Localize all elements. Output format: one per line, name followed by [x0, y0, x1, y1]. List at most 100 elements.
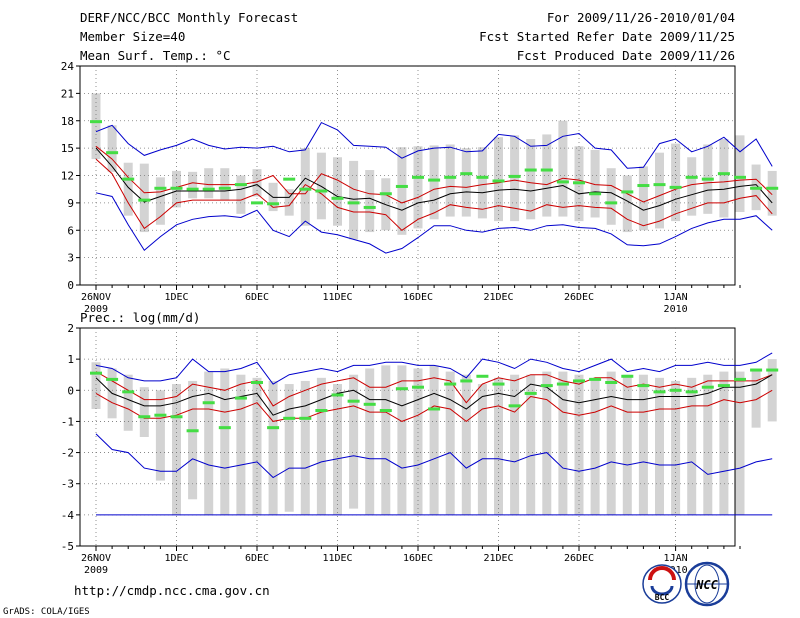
temperature-median-marker — [524, 168, 537, 172]
precipitation-median-marker — [218, 426, 231, 430]
temperature-median-marker — [267, 202, 280, 206]
temperature-series-max — [95, 121, 773, 169]
precipitation-median-marker — [412, 385, 424, 389]
temperature-spread-box — [236, 175, 246, 214]
precipitation-ytick-label: 1 — [67, 353, 74, 366]
precipitation-median-marker — [540, 384, 553, 388]
precipitation-median-marker — [299, 416, 312, 420]
precipitation-series-p10 — [95, 389, 773, 423]
precipitation-xtick-label: 16DEC — [403, 553, 433, 564]
precipitation-median-marker — [605, 381, 618, 384]
ncc-logo: NCC — [684, 561, 730, 607]
precipitation-median-marker — [653, 390, 666, 394]
precipitation-series-p90 — [95, 371, 773, 407]
temperature-series-min — [95, 192, 773, 254]
temperature-xtick-year: 2010 — [664, 304, 688, 315]
precipitation-spread-box — [622, 374, 632, 515]
temperature-median-marker — [395, 184, 408, 188]
temperature-ytick-label: 3 — [67, 252, 74, 265]
temperature-spread-box — [477, 147, 487, 219]
temperature-median-marker — [363, 205, 376, 209]
temperature-median-marker — [701, 177, 714, 181]
precipitation-spread-box — [687, 377, 697, 515]
precipitation-median-marker — [170, 415, 183, 419]
temperature-spread-box — [284, 189, 294, 216]
precipitation-xtick-label: 11DEC — [322, 553, 352, 564]
temperature-median-marker — [653, 183, 666, 187]
temperature-spread-box — [622, 175, 632, 233]
precipitation-median-marker — [669, 388, 682, 392]
temperature-median-marker — [170, 186, 183, 190]
temperature-median-marker — [556, 180, 569, 184]
temperature-spread-box — [638, 166, 648, 231]
precipitation-spread-box — [510, 374, 520, 515]
temperature-ytick-label: 24 — [61, 60, 75, 73]
temperature-median-marker — [750, 186, 763, 190]
precipitation-series-min — [95, 433, 773, 479]
precipitation-spread-box — [284, 384, 294, 512]
temperature-xtick-label: 11DEC — [322, 292, 352, 303]
precipitation-spread-box — [590, 377, 600, 515]
precipitation-median-marker — [717, 384, 730, 388]
member-size: Member Size=40 — [80, 29, 185, 44]
precipitation-median-marker — [492, 382, 505, 386]
precipitation-spread-box — [751, 368, 761, 428]
precipitation-median-marker — [202, 401, 215, 405]
temperature-median-marker — [202, 187, 215, 191]
temperature-ytick-label: 12 — [61, 170, 74, 183]
temperature-median-marker — [589, 192, 602, 196]
variable-label-temperature: Mean Surf. Temp.: °C — [80, 48, 231, 63]
precipitation-median-marker — [331, 393, 344, 397]
precipitation-median-marker — [234, 396, 247, 400]
temperature-spread-box — [333, 157, 342, 226]
temperature-spread-box — [767, 170, 777, 216]
temperature-xtick-label: 21DEC — [483, 292, 513, 303]
temperature-spread-box — [655, 152, 664, 229]
precipitation-spread-box — [655, 377, 664, 515]
precipitation-spread-box — [316, 377, 326, 515]
precipitation-spread-box — [703, 374, 713, 515]
precipitation-spread-box — [767, 359, 777, 422]
forecast-start-date: Fcst Started Refer Date 2009/11/25 — [479, 29, 735, 44]
precipitation-median-marker — [379, 409, 392, 413]
precipitation-median-marker — [444, 382, 457, 386]
precipitation-median-marker — [347, 399, 360, 403]
precipitation-spread-box — [155, 390, 165, 481]
temperature-spread-box — [719, 139, 729, 218]
precipitation-median-marker — [460, 379, 473, 383]
precipitation-xtick-label: 26NOV — [81, 553, 111, 564]
temperature-median-marker — [122, 177, 135, 181]
temperature-xtick-label: 26NOV — [81, 292, 111, 303]
precipitation-median-marker — [750, 368, 763, 372]
temperature-median-marker — [331, 196, 344, 200]
temperature-median-marker — [315, 189, 328, 193]
forecast-period: For 2009/11/26-2010/01/04 — [547, 10, 735, 25]
precipitation-xtick-label: 1JAN — [664, 553, 688, 564]
temperature-spread-box — [188, 171, 198, 199]
temperature-spread-box — [445, 144, 455, 217]
precipitation-xtick-label: 26DEC — [564, 553, 594, 564]
precipitation-median-marker — [186, 429, 199, 433]
precipitation-ytick-label: -4 — [61, 509, 75, 522]
precipitation-median-marker — [734, 377, 746, 381]
precipitation-median-marker — [395, 387, 408, 391]
temperature-spread-box — [155, 177, 165, 225]
temperature-xtick-year: 2009 — [84, 304, 108, 315]
temperature-spread-box — [107, 125, 117, 172]
temperature-ytick-label: 9 — [67, 197, 74, 210]
temperature-spread-box — [204, 168, 214, 199]
precipitation-xtick-year: 2009 — [84, 565, 108, 576]
temperature-spread-box — [397, 147, 407, 235]
precipitation-xtick-label: 21DEC — [483, 553, 513, 564]
temperature-ytick-label: 18 — [61, 115, 74, 128]
temperature-median-marker — [186, 187, 199, 191]
ncc-logo-text: NCC — [695, 578, 718, 592]
precipitation-spread-box — [719, 371, 729, 515]
temperature-spread-box — [542, 134, 552, 217]
precipitation-ytick-label: 0 — [67, 384, 74, 397]
precipitation-spread-box — [268, 380, 278, 515]
precipitation-median-marker — [251, 381, 263, 384]
precipitation-spread-box — [172, 384, 181, 515]
